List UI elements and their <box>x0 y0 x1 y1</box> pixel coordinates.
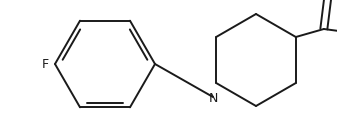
Text: F: F <box>42 57 49 70</box>
Text: N: N <box>209 92 218 105</box>
